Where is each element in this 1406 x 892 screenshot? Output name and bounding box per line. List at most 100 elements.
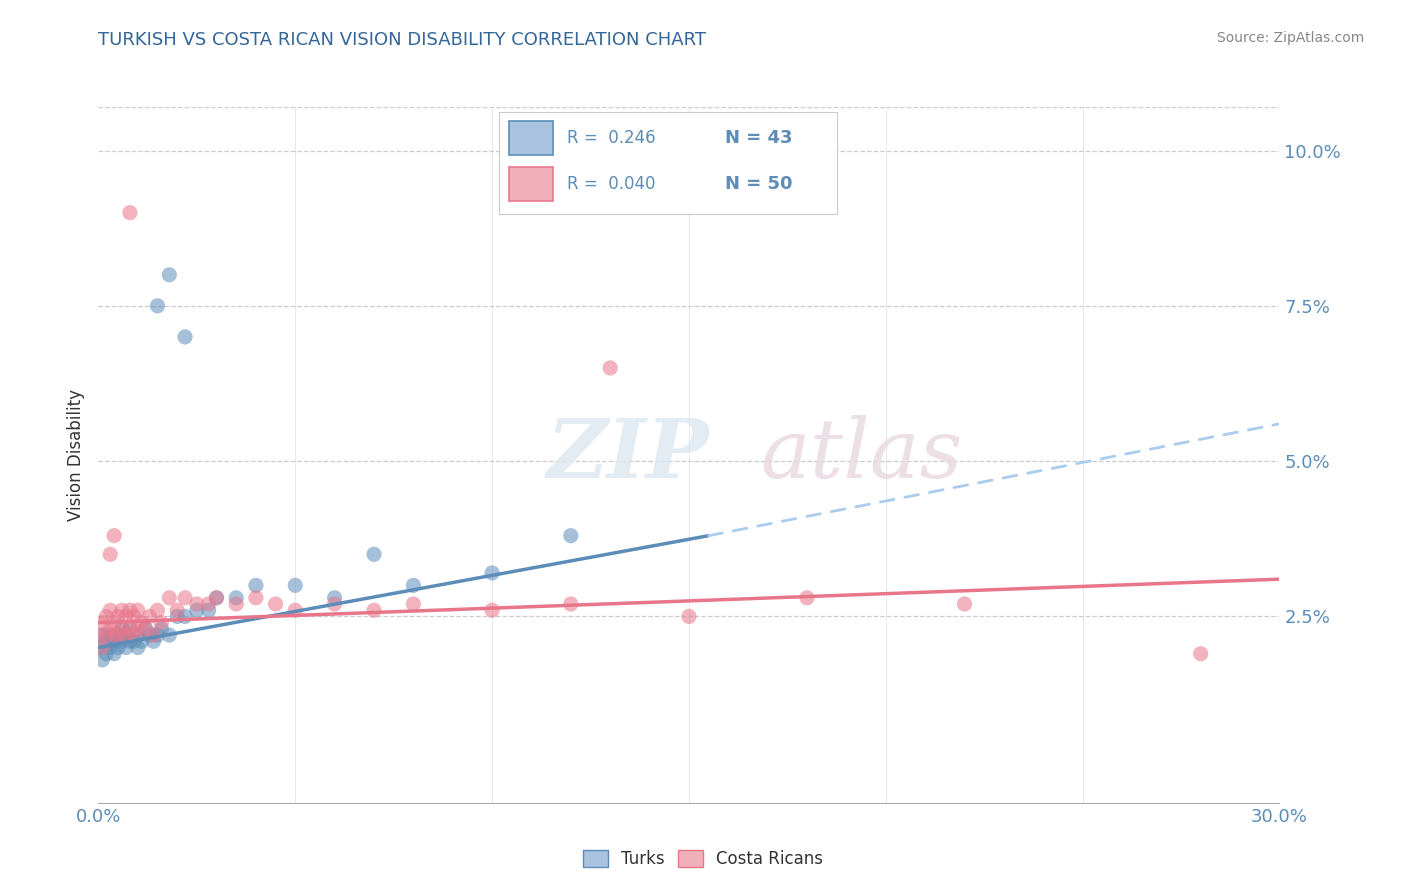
Point (284, 603, 307, 617)
Text: ZIP: ZIP (547, 415, 710, 495)
Point (118, 622, 141, 636)
Point (174, 591, 197, 605)
Point (98, 640, 121, 655)
Point (225, 597, 247, 611)
Point (91, 615, 114, 630)
Point (402, 578, 425, 592)
Point (186, 597, 208, 611)
Point (131, 615, 153, 630)
Point (96, 609, 118, 624)
Point (157, 591, 180, 605)
Point (363, 547, 385, 561)
Text: R =  0.040: R = 0.040 (567, 175, 655, 193)
Point (146, 628, 169, 642)
Text: atlas: atlas (759, 415, 962, 495)
Point (118, 603, 141, 617)
Point (186, 603, 208, 617)
Text: R =  0.246: R = 0.246 (567, 128, 655, 146)
Text: TURKISH VS COSTA RICAN VISION DISABILITY CORRELATION CHART: TURKISH VS COSTA RICAN VISION DISABILITY… (98, 31, 706, 49)
Point (481, 603, 503, 617)
Point (122, 634, 145, 648)
Point (135, 622, 157, 636)
Point (138, 628, 160, 642)
Point (174, 330, 197, 344)
Point (87, 640, 110, 655)
Point (363, 603, 385, 617)
Point (150, 615, 173, 630)
FancyBboxPatch shape (509, 120, 553, 154)
Y-axis label: Vision Disability: Vision Disability (66, 389, 84, 521)
Point (127, 603, 149, 617)
Point (91, 640, 114, 655)
Point (98, 603, 121, 617)
Point (264, 597, 287, 611)
Point (107, 628, 129, 642)
FancyBboxPatch shape (509, 167, 553, 201)
Point (96, 634, 118, 648)
Point (115, 628, 138, 642)
Point (142, 634, 165, 648)
Point (91, 653, 114, 667)
Point (103, 615, 125, 630)
Point (111, 622, 134, 636)
Point (87, 628, 110, 642)
Point (96, 628, 118, 642)
Point (115, 609, 138, 624)
Point (103, 628, 125, 642)
Point (103, 634, 125, 648)
Point (205, 591, 228, 605)
Point (245, 591, 267, 605)
Point (91, 628, 114, 642)
Point (678, 609, 700, 624)
Point (111, 603, 134, 617)
Point (205, 591, 228, 605)
Point (138, 609, 160, 624)
Point (115, 628, 138, 642)
Point (127, 628, 149, 642)
Point (157, 268, 180, 282)
Text: N = 43: N = 43 (725, 128, 793, 146)
Point (166, 603, 188, 617)
Point (146, 603, 169, 617)
Point (107, 640, 129, 655)
Point (98, 628, 121, 642)
Point (197, 603, 219, 617)
Point (127, 622, 149, 636)
Point (131, 634, 153, 648)
Text: N = 50: N = 50 (725, 175, 793, 193)
Point (284, 578, 307, 592)
Point (402, 597, 425, 611)
Legend: Turks, Costa Ricans: Turks, Costa Ricans (576, 843, 830, 875)
Point (96, 647, 118, 661)
Point (481, 566, 503, 580)
Point (953, 597, 976, 611)
Point (118, 622, 141, 636)
Text: Source: ZipAtlas.com: Source: ZipAtlas.com (1216, 31, 1364, 45)
Point (98, 622, 121, 636)
Point (245, 578, 267, 592)
Point (166, 609, 188, 624)
Point (197, 597, 219, 611)
Point (323, 591, 346, 605)
Point (115, 640, 138, 655)
Point (150, 622, 173, 636)
Point (107, 628, 129, 642)
Point (146, 299, 169, 313)
Point (560, 597, 582, 611)
Point (225, 591, 247, 605)
Point (103, 647, 125, 661)
Point (122, 628, 145, 642)
Point (103, 529, 125, 543)
Point (135, 622, 157, 636)
Point (1189, 647, 1212, 661)
Point (127, 640, 149, 655)
Point (111, 622, 134, 636)
Point (796, 591, 818, 605)
Point (599, 361, 621, 376)
Point (107, 609, 129, 624)
Point (118, 205, 141, 219)
Point (323, 597, 346, 611)
Point (560, 529, 582, 543)
Point (174, 609, 197, 624)
Point (142, 628, 165, 642)
